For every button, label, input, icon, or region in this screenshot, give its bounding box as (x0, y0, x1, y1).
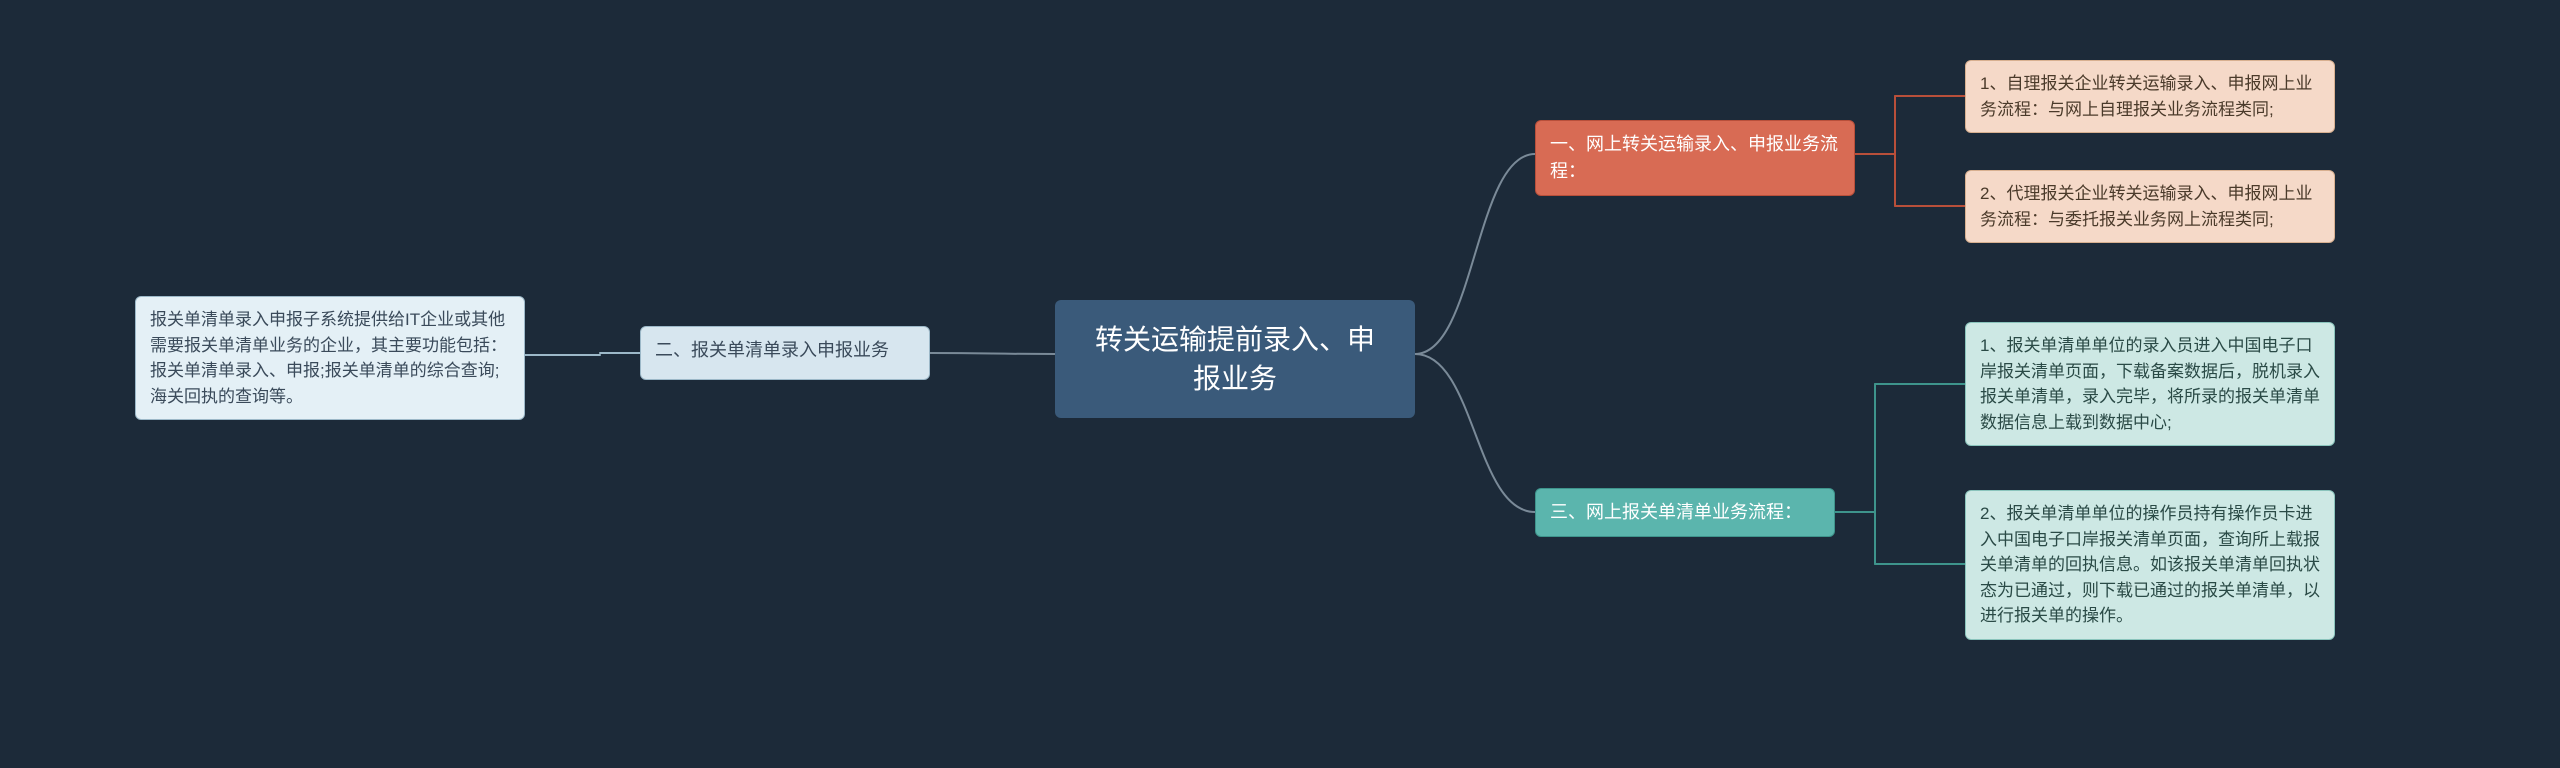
branch-1-leaf-2: 2、代理报关企业转关运输录入、申报网上业务流程：与委托报关业务网上流程类同; (1965, 170, 2335, 243)
branch-1-leaf-1: 1、自理报关企业转关运输录入、申报网上业务流程：与网上自理报关业务流程类同; (1965, 60, 2335, 133)
center-node: 转关运输提前录入、申报业务 (1055, 300, 1415, 418)
branch-2: 二、报关单清单录入申报业务 (640, 326, 930, 380)
branch-1: 一、网上转关运输录入、申报业务流程： (1535, 120, 1855, 196)
branch-3-leaf-1: 1、报关单清单单位的录入员进入中国电子口岸报关清单页面，下载备案数据后，脱机录入… (1965, 322, 2335, 446)
branch-3: 三、网上报关单清单业务流程： (1535, 488, 1835, 537)
branch-2-leaf-1: 报关单清单录入申报子系统提供给IT企业或其他需要报关单清单业务的企业，其主要功能… (135, 296, 525, 420)
branch-3-leaf-2: 2、报关单清单单位的操作员持有操作员卡进入中国电子口岸报关清单页面，查询所上载报… (1965, 490, 2335, 640)
